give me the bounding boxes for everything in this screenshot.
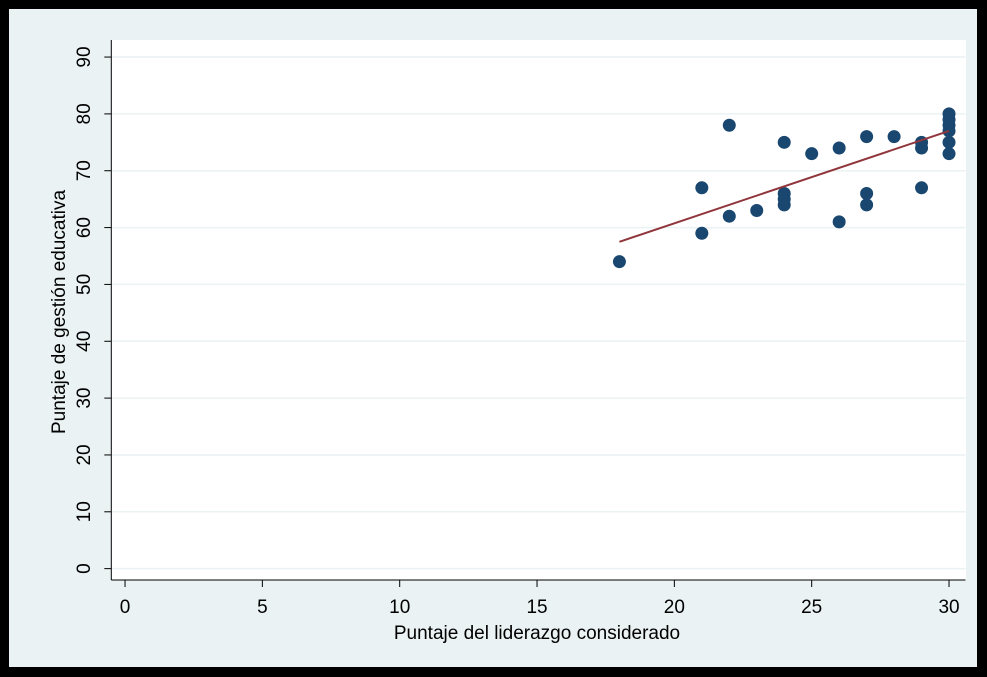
x-tick-label: 15	[526, 597, 547, 618]
x-tick-label: 25	[801, 597, 822, 618]
x-tick-label: 30	[938, 597, 959, 618]
point	[805, 147, 819, 161]
y-tick-label: 80	[74, 103, 95, 124]
y-tick-label: 30	[74, 388, 95, 409]
point	[832, 215, 846, 229]
x-tick-label: 20	[664, 597, 685, 618]
y-tick-label: 90	[74, 46, 95, 67]
y-tick-label: 60	[74, 217, 95, 238]
point	[612, 255, 626, 269]
point	[722, 118, 736, 132]
y-tick-label: 10	[74, 501, 95, 522]
point	[777, 135, 791, 149]
point	[860, 130, 874, 144]
y-tick-label: 70	[74, 160, 95, 181]
x-tick-label: 10	[389, 597, 410, 618]
point	[887, 130, 901, 144]
point	[832, 141, 846, 155]
point	[860, 186, 874, 200]
y-tick-label: 50	[74, 274, 95, 295]
point	[915, 141, 929, 155]
point	[942, 135, 956, 149]
point	[777, 198, 791, 212]
plot-area	[111, 40, 966, 580]
point	[695, 226, 709, 240]
x-tick-label: 5	[257, 597, 268, 618]
point	[750, 204, 764, 218]
fit-line	[619, 129, 950, 243]
y-tick-label: 0	[74, 563, 95, 574]
y-tick-label: 40	[74, 331, 95, 352]
x-axis-title: Puntaje del liderazgo considerado	[394, 623, 680, 644]
point	[860, 198, 874, 212]
point	[915, 181, 929, 195]
point	[722, 209, 736, 223]
y-axis-title: Puntaje de gestión educativa	[49, 190, 70, 434]
point	[942, 147, 956, 161]
x-tick-label: 0	[120, 597, 131, 618]
y-tick-label: 20	[74, 444, 95, 465]
point	[695, 181, 709, 195]
